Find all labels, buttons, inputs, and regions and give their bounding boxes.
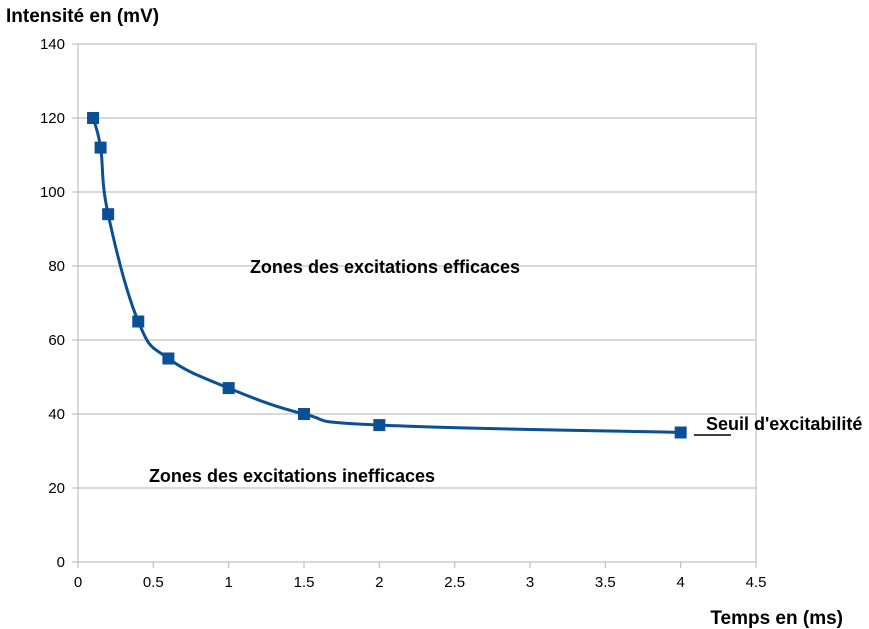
- x-tick-label: 0.5: [143, 574, 164, 591]
- annotation-inefficaces: Zones des excitations inefficaces: [149, 466, 435, 486]
- series-line-0: [91, 117, 681, 434]
- x-tick-label: 1.5: [294, 574, 315, 591]
- data-point-marker: [298, 408, 310, 420]
- data-point-marker: [373, 419, 386, 432]
- data-point-marker: [162, 352, 175, 365]
- data-point-marker: [87, 112, 100, 124]
- x-tick-label: 0: [74, 574, 82, 591]
- y-tick-label: 80: [48, 258, 65, 275]
- x-tick-label: 4: [676, 574, 684, 591]
- data-point-marker: [102, 208, 115, 221]
- y-tick-label: 100: [40, 184, 65, 201]
- y-tick-label: 0: [57, 554, 65, 571]
- y-tick-label: 20: [48, 480, 65, 497]
- x-axis-title: Temps en (ms): [710, 608, 843, 629]
- data-point-marker: [222, 382, 235, 395]
- x-tick-label: 1: [224, 574, 232, 591]
- annotation-seuil: Seuil d'excitabilité: [706, 414, 862, 434]
- y-tick-label: 60: [48, 332, 65, 349]
- x-tick-label: 3.5: [595, 574, 616, 591]
- x-axis-ticks: 0 0.5 1 1.5 2 2.5 3 3.5 4 4.5: [74, 562, 767, 591]
- data-point-marker: [674, 426, 687, 439]
- plot-area-frame: [77, 43, 757, 563]
- y-tick-label: 120: [40, 110, 65, 127]
- y-tick-label: 140: [40, 36, 65, 53]
- x-tick-label: 2.5: [444, 574, 465, 591]
- x-tick-label: 3: [526, 574, 534, 591]
- x-tick-label: 4.5: [746, 574, 767, 591]
- annotation-efficaces: Zones des excitations efficaces: [250, 257, 520, 277]
- data-point-marker: [132, 315, 145, 328]
- y-tick-label: 40: [48, 406, 65, 423]
- grid-lines: [78, 43, 756, 563]
- y-axis-title: Intensité en (mV): [6, 6, 159, 27]
- x-tick-label: 2: [375, 574, 383, 591]
- data-point-marker: [94, 141, 107, 154]
- y-axis-ticks: 0 20 40 60 80 100 120 140: [40, 36, 78, 571]
- series-group: [87, 112, 687, 439]
